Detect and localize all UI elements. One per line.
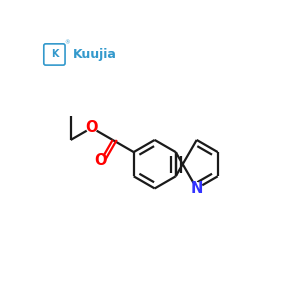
Circle shape <box>87 123 97 133</box>
Text: ®: ® <box>64 41 70 46</box>
Text: Kuujia: Kuujia <box>72 48 116 61</box>
Text: N: N <box>190 181 203 196</box>
Text: K: K <box>51 50 58 59</box>
Text: O: O <box>94 154 107 169</box>
Circle shape <box>191 183 203 194</box>
Circle shape <box>95 156 106 166</box>
Text: O: O <box>85 120 98 135</box>
